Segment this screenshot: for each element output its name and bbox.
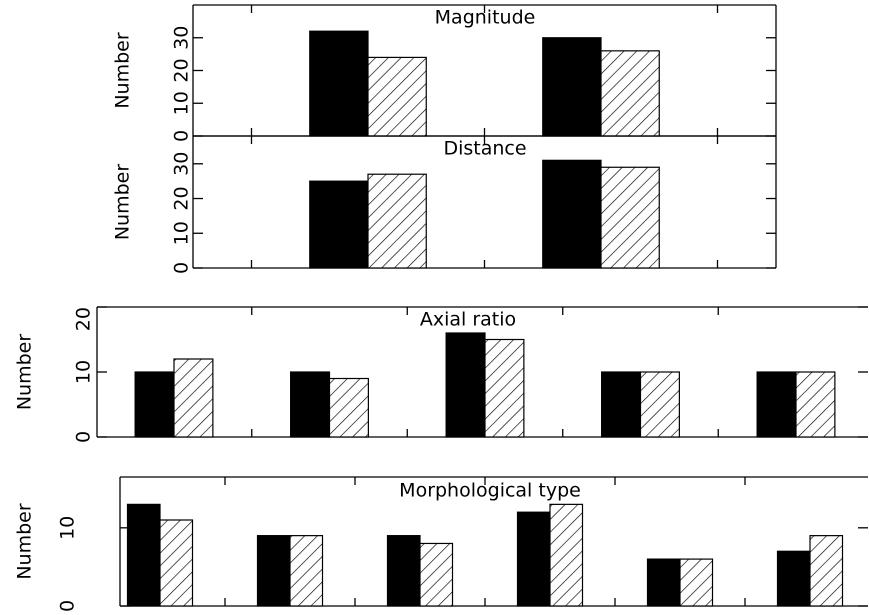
bar (679, 558, 714, 607)
bar (256, 535, 291, 607)
y-axis-label: Number (112, 32, 134, 109)
y-tick-label: 10 (171, 221, 193, 245)
y-tick-label: 30 (171, 26, 193, 50)
y-tick-label: 10 (57, 516, 79, 540)
bar (367, 56, 427, 137)
bar (516, 511, 551, 607)
bar (173, 358, 214, 438)
bar (309, 180, 369, 269)
y-tick-label: 0 (57, 600, 79, 612)
y-tick-label: 0 (73, 431, 95, 443)
y-axis-label: Number (14, 503, 36, 580)
bar (809, 535, 844, 607)
y-axis-label: Number (112, 164, 134, 241)
bar (328, 377, 369, 438)
bar (776, 550, 811, 607)
chart-title: Axial ratio (420, 309, 516, 331)
bar (309, 30, 369, 137)
bar (600, 166, 660, 269)
y-tick-label: 20 (171, 186, 193, 210)
y-tick-label: 0 (171, 262, 193, 274)
bar (126, 503, 161, 607)
bar (600, 50, 660, 137)
y-tick-label: 10 (171, 91, 193, 115)
bar (601, 371, 642, 438)
bar (542, 37, 602, 137)
bar (134, 371, 175, 438)
y-tick-label: 20 (171, 58, 193, 82)
bar (549, 503, 584, 607)
chart-title: Magnitude (435, 7, 536, 29)
bar (795, 371, 836, 438)
chart-title: Distance (443, 138, 526, 160)
bar (419, 542, 454, 607)
bar (542, 159, 602, 269)
bar (639, 371, 680, 438)
bar (367, 173, 427, 269)
chart-title: Morphological type (399, 480, 581, 502)
y-tick-label: 0 (171, 130, 193, 142)
y-tick-label: 20 (73, 307, 95, 331)
y-axis-label: Number (14, 334, 36, 411)
bar (289, 535, 324, 607)
bar (445, 332, 486, 438)
bar (159, 519, 194, 607)
bar (484, 338, 525, 438)
bar (290, 371, 331, 438)
bar (386, 535, 421, 607)
bar (756, 371, 797, 438)
bar (646, 558, 681, 607)
y-tick-label: 10 (73, 360, 95, 384)
y-tick-label: 30 (171, 152, 193, 176)
